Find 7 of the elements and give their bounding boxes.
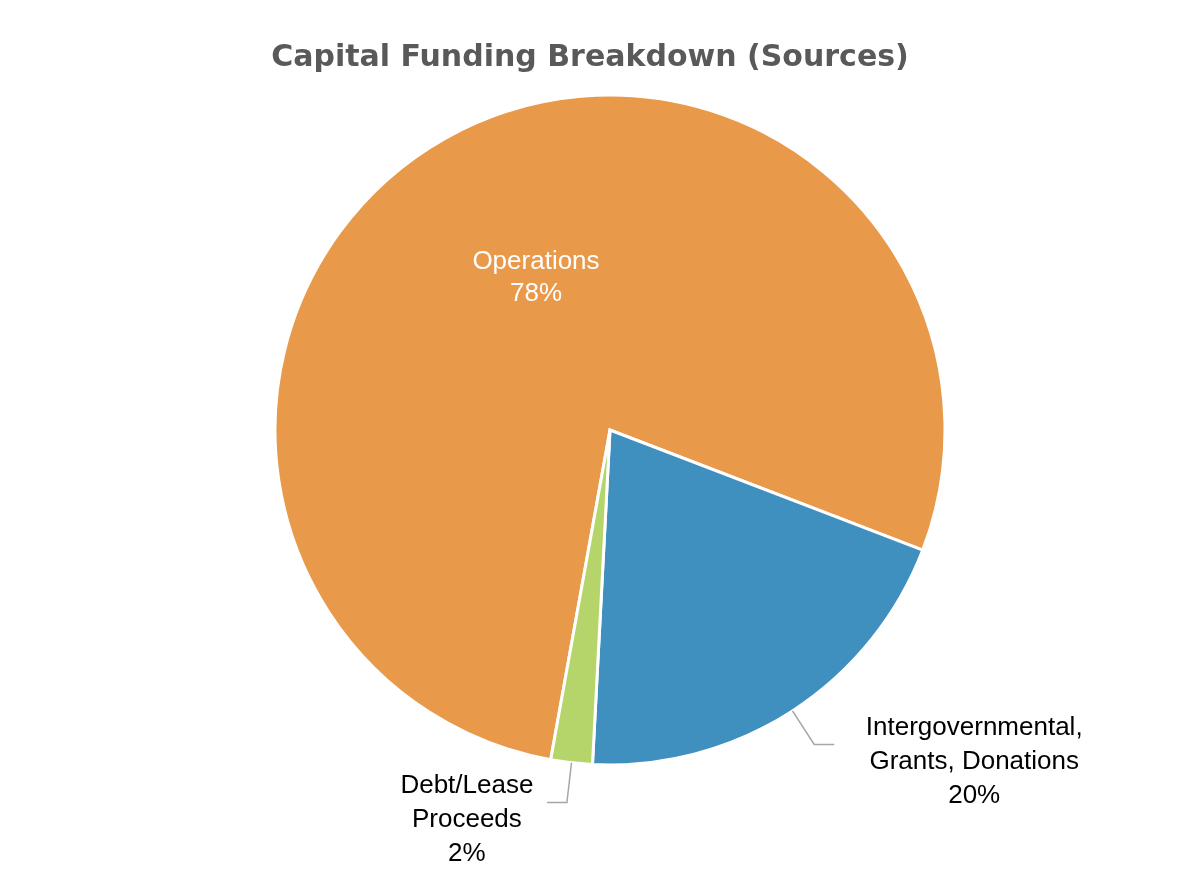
data-label: 20%	[948, 778, 1001, 809]
data-label: 2%	[448, 836, 486, 867]
data-label: 78%	[509, 276, 563, 307]
slice-label: Intergovernmental, Grants, Donations	[865, 710, 1083, 775]
slice-label: Debt/Lease Proceeds	[400, 768, 534, 833]
slice-label: Operations	[472, 244, 600, 275]
chart-title: Capital Funding Breakdown (Sources)	[270, 38, 910, 73]
